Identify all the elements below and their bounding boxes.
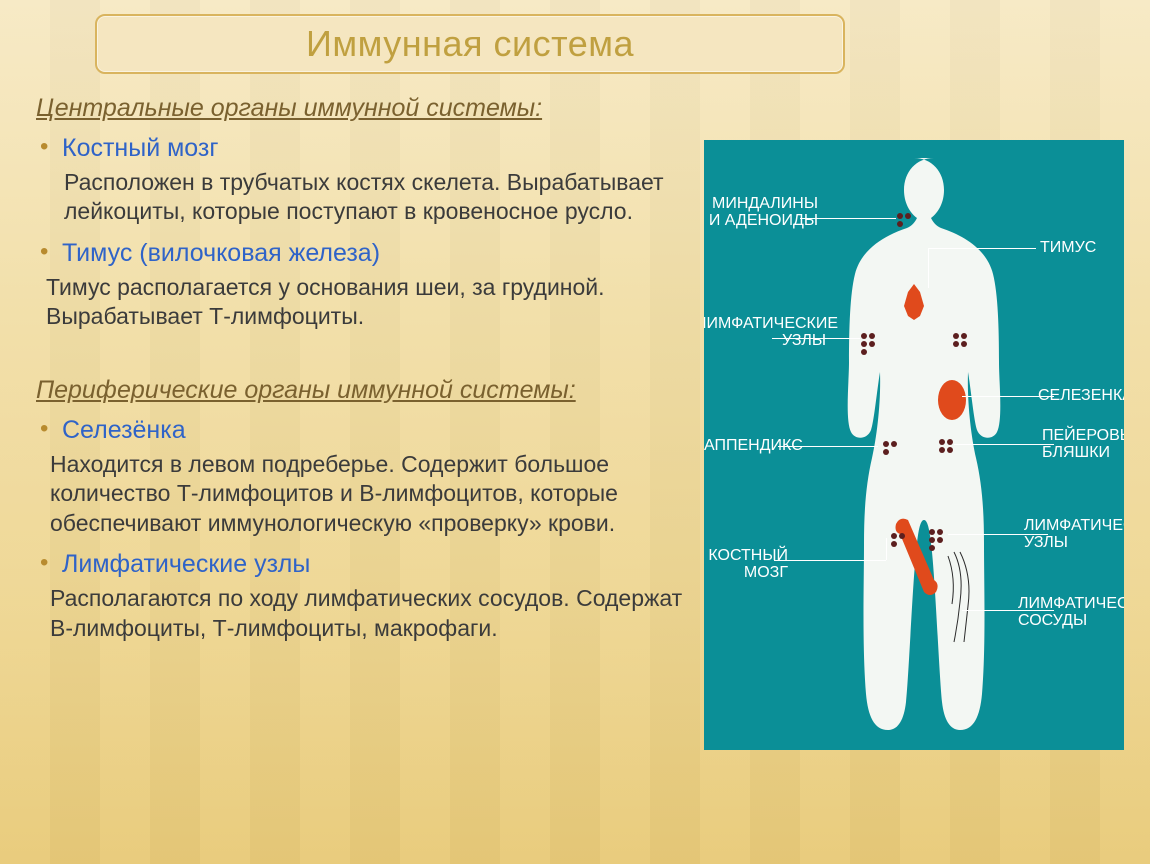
item-title: Костный мозг xyxy=(62,132,696,164)
list-item: Тимус (вилочковая железа) xyxy=(62,237,696,269)
label-tonsils: МИНДАЛИНЫ И АДЕНОИДЫ xyxy=(708,196,818,230)
central-list: Костный мозг xyxy=(36,132,696,164)
groin-nodes-marker xyxy=(928,528,950,552)
item-title: Селезёнка xyxy=(62,414,696,446)
label-lymph-nodes: ЛИМФАТИЧЕСКИЕ УЗЛЫ xyxy=(704,316,826,350)
text-content: Центральные органы иммунной системы: Кос… xyxy=(36,86,696,653)
label-appendix: АППЕНДИКС xyxy=(704,438,794,455)
lymph-nodes-marker xyxy=(860,332,882,356)
label-lymph-vessels: ЛИМФАТИЧЕСКИЕ СОСУДЫ xyxy=(1018,596,1124,630)
list-item: Костный мозг xyxy=(62,132,696,164)
appendix-marker xyxy=(882,440,904,456)
label-bone-marrow: КОСТНЫЙ МОЗГ xyxy=(708,548,788,582)
item-desc: Расположен в трубчатых костях скелета. В… xyxy=(64,168,696,227)
list-item: Лимфатические узлы xyxy=(62,548,696,580)
tonsils-marker xyxy=(896,212,918,228)
label-spleen: СЕЛЕЗЕНКА xyxy=(1038,388,1124,405)
slide-title: Иммунная система xyxy=(306,23,634,65)
leader-line xyxy=(954,444,1054,445)
list-item: Селезёнка xyxy=(62,414,696,446)
label-peyer: ПЕЙЕРОВЫ БЛЯШКИ xyxy=(1042,428,1124,462)
leader-line xyxy=(928,248,929,288)
peripheral-list: Лимфатические узлы xyxy=(36,548,696,580)
item-desc: Тимус располагается у основания шеи, за … xyxy=(46,273,696,332)
body-silhouette-icon xyxy=(804,152,1024,742)
leader-line xyxy=(774,560,886,561)
central-heading: Центральные органы иммунной системы: xyxy=(36,92,696,124)
label-lymph-nodes-2: ЛИМФАТИЧЕСКИЕ УЗЛЫ xyxy=(1024,518,1124,552)
leader-line xyxy=(886,538,887,560)
slide-title-box: Иммунная система xyxy=(95,14,845,74)
peripheral-list: Селезёнка xyxy=(36,414,696,446)
groin-nodes-marker xyxy=(890,532,912,548)
item-desc: Находится в левом подреберье. Содержит б… xyxy=(50,450,696,538)
leader-line xyxy=(928,248,1036,249)
lymph-nodes-marker xyxy=(952,332,974,348)
peyer-marker xyxy=(938,438,960,454)
item-title: Тимус (вилочковая железа) xyxy=(62,237,696,269)
central-list: Тимус (вилочковая железа) xyxy=(36,237,696,269)
item-title: Лимфатические узлы xyxy=(62,548,696,580)
anatomy-diagram: МИНДАЛИНЫ И АДЕНОИДЫ ТИМУС ЛИМФАТИЧЕСКИЕ… xyxy=(704,140,1124,750)
item-desc: Располагаются по ходу лимфатических сосу… xyxy=(50,584,696,643)
peripheral-heading: Периферические органы иммунной системы: xyxy=(36,374,696,406)
label-thymus: ТИМУС xyxy=(1040,240,1096,257)
